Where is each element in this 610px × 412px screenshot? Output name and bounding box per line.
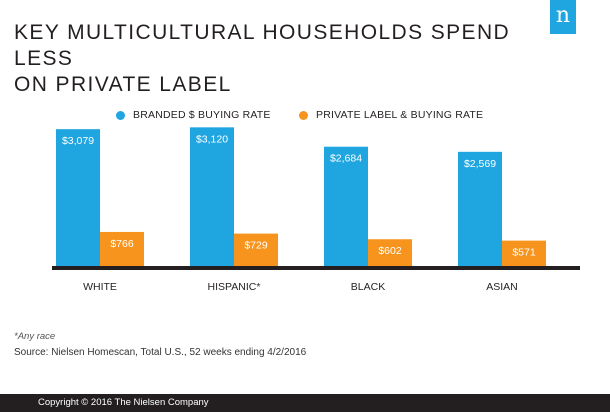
data-label-branded-2: $3,120 [196,133,228,145]
legend-label-private-label: PRIVATE LABEL & BUYING RATE [316,109,484,121]
x-tick-label-4: ASIAN [486,281,518,293]
bar-branded-2 [190,127,234,266]
data-label-branded-4: $2,569 [464,158,496,170]
bar-private-label-3 [368,239,412,266]
bar-private-label-4 [502,240,546,266]
x-tick-label-2: HISPANIC* [208,281,261,293]
legend-swatch-private-label [299,110,308,120]
data-label-private-label-3: $602 [378,245,402,257]
chart-title: KEY MULTICULTURAL HOUSEHOLDS SPEND LESS … [14,20,534,98]
bar-branded-1 [56,129,100,266]
title-line-2: ON PRIVATE LABEL [14,73,232,96]
data-label-private-label-1: $766 [110,238,134,250]
title-line-1: KEY MULTICULTURAL HOUSEHOLDS SPEND LESS [14,21,511,70]
legend-swatch-branded [116,110,125,120]
data-label-branded-1: $3,079 [62,135,94,147]
footer-bar: Copyright © 2016 The Nielsen Company [0,394,610,412]
legend-item-branded: BRANDED $ BUYING RATE [116,108,271,122]
bar-private-label-1 [100,231,144,266]
x-axis-baseline [52,266,580,270]
nielsen-logo-letter: n [555,3,571,28]
nielsen-logo: n [550,0,576,34]
legend-label-branded: BRANDED $ BUYING RATE [133,109,271,121]
bar-branded-3 [324,146,368,266]
source-note: Source: Nielsen Homescan, Total U.S., 52… [14,347,307,358]
bar-chart: $3,079 $766 WHITE $3,120 $729 HISPANIC* $2,684… [52,127,580,293]
bar-private-label-2 [234,233,278,266]
data-label-branded-3: $2,684 [330,153,362,165]
bar-branded-4 [458,151,502,266]
data-label-private-label-4: $571 [512,247,536,259]
data-label-private-label-2: $729 [244,240,268,252]
x-tick-label-3: BLACK [351,281,385,293]
copyright-text: Copyright © 2016 The Nielsen Company [38,397,209,408]
x-tick-label-1: WHITE [83,281,117,293]
legend-item-private-label: PRIVATE LABEL & BUYING RATE [299,108,483,122]
footnote: *Any race [14,331,56,342]
